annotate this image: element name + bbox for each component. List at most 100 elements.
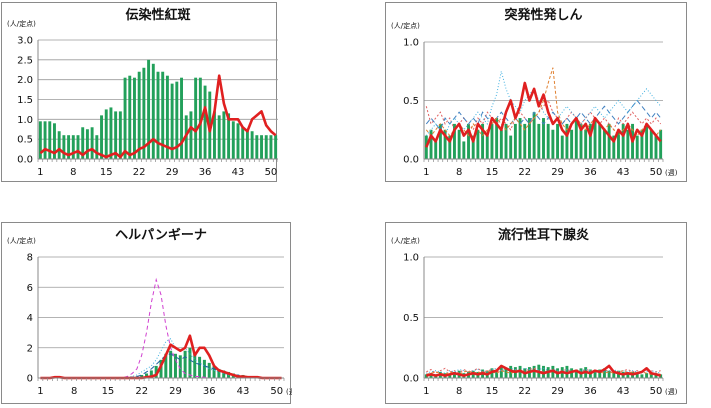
bar [635,373,639,378]
bar [626,129,630,159]
bar [645,373,649,378]
bar [584,129,588,159]
bar [462,141,466,159]
bar [193,352,197,378]
bar [570,129,574,159]
bar [198,77,202,159]
bar [504,368,508,378]
chart-title: ヘルパンギーナ [115,227,207,243]
bar [180,77,183,159]
bar [490,123,494,159]
chart-panel-exanthem: 突発性発しん (人/定点) 0.0 0.5 1.0 1 8 15 22 29 36 43 50 (週) [385,2,687,182]
x-tick-label: 22 [133,167,146,178]
chart-title: 流行性耳下腺炎 [498,227,589,243]
comparison-series-line [425,99,662,131]
x-tick-label: 43 [617,386,630,397]
bar [621,123,625,159]
bar [640,374,644,378]
bar [169,350,173,378]
bar [274,135,278,159]
bar [118,111,122,159]
y-tick-label: 1.0 [17,115,33,126]
bar [574,118,578,159]
bar [202,359,206,378]
comparison-series-line [425,71,662,137]
x-tick-label: 43 [237,386,250,397]
bar [532,112,536,159]
bar [165,75,169,159]
x-tick-label: 36 [584,386,597,397]
x-unit-label: (週) [286,387,292,396]
x-tick-label: 43 [232,167,245,178]
y-unit-label: (人/定点) [391,21,420,30]
bar [438,123,442,159]
x-tick-label: 8 [70,167,76,178]
bar [183,350,187,378]
chart-erythema: 伝染性紅斑 (人/定点) 0.0 0.5 1.0 1.5 2.0 2.5 3.0 1 8 15 22 29… [7,7,278,178]
bar [81,127,85,159]
x-tick-label: 29 [551,386,564,397]
bar [213,111,216,159]
x-tick-label: 8 [456,386,462,397]
bar [612,371,616,378]
x-tick-label: 29 [551,167,564,178]
x-tick-label: 8 [456,167,462,178]
bar [255,135,259,159]
x-unit-label: (週) [665,387,678,396]
y-tick-label: 0 [27,374,33,385]
x-tick-label: 22 [135,386,148,397]
y-tick-label: 1.5 [17,95,33,106]
bar [133,77,136,159]
comparison-series-line [40,277,282,379]
bar [645,123,649,159]
bar [612,135,616,159]
bar [579,123,583,159]
x-tick-label: 22 [518,386,531,397]
y-tick-label: 0.5 [17,135,33,146]
bar [471,135,475,159]
bar [607,123,611,159]
x-tick-label: 29 [166,167,179,178]
y-unit-label: (人/定点) [7,19,36,28]
bar [76,135,80,159]
x-tick-label: 50 [650,386,663,397]
bar [250,131,254,159]
bar [203,85,207,159]
chart-panel-erythema: 伝染性紅斑 (人/定点) 0.0 0.5 1.0 1.5 2.0 2.5 3.0 1 8 15 22 29… [1,2,278,182]
bar [565,123,569,159]
bar [178,355,182,378]
bar [154,365,158,378]
bar [159,359,163,378]
bar [67,135,71,159]
y-tick-label: 0.0 [403,374,419,385]
bar [57,131,61,159]
bar [485,135,489,159]
x-tick-label: 50 [650,167,663,178]
bar [128,75,132,159]
chart-exanthem: 突発性発しん (人/定点) 0.0 0.5 1.0 1 8 15 22 29 36 43 50 (週) [391,7,678,178]
y-tick-label: 0.0 [403,155,419,166]
x-tick-label: 43 [617,167,630,178]
bar [649,374,653,378]
bar [495,118,499,159]
bar [513,123,517,159]
bar [43,121,47,159]
bar [476,129,480,159]
bar [602,368,606,378]
x-tick-label: 29 [169,386,182,397]
bar [142,67,146,159]
bar [227,113,231,159]
bar [640,129,644,159]
bar [560,135,564,159]
bar [156,71,160,159]
bar [114,111,118,159]
current-series-line [39,74,277,159]
bar [198,356,202,378]
bar [164,353,168,378]
bar [504,123,508,159]
bar [659,129,663,159]
bar [654,135,658,159]
bar [71,135,75,159]
x-tick-label: 50 [265,167,278,178]
bar [90,127,94,159]
